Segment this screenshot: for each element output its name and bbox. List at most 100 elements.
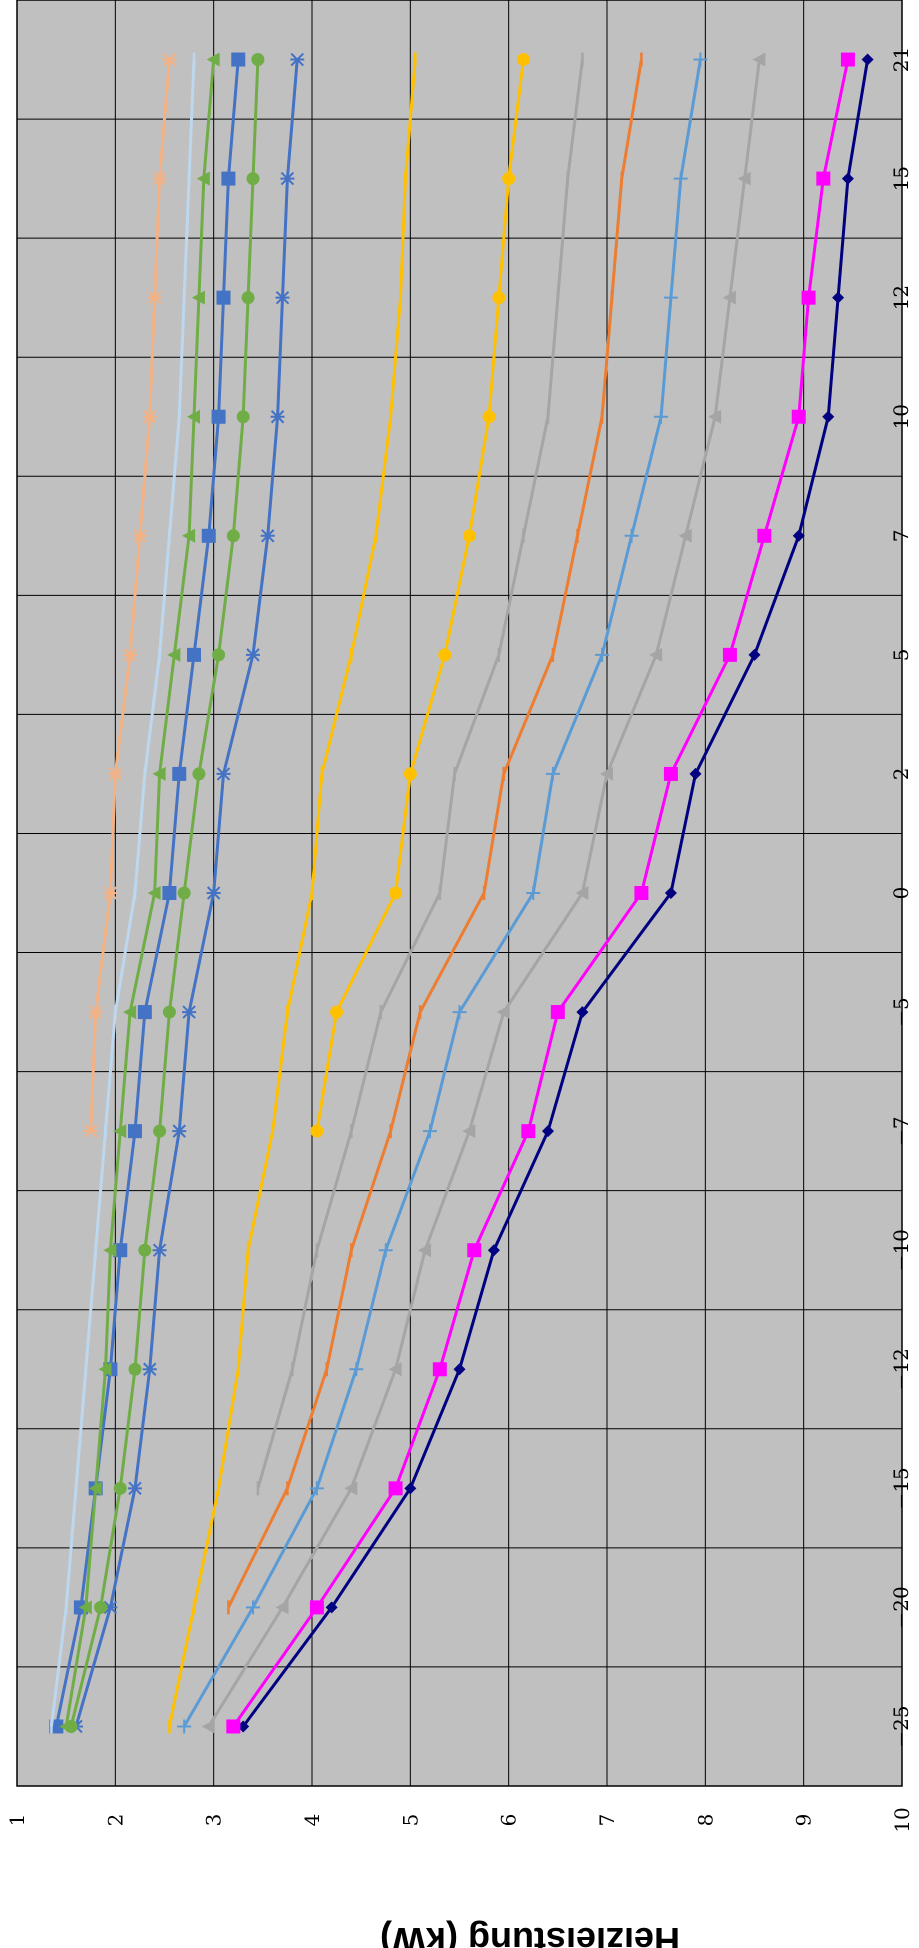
- data-point: [462, 1124, 476, 1139]
- data-point: [128, 1124, 142, 1139]
- data-point: [226, 1719, 241, 1734]
- data-point: [310, 1124, 324, 1138]
- data-point: [423, 1124, 437, 1139]
- data-point: [349, 1362, 364, 1377]
- data-point: [187, 409, 200, 424]
- y-tick-label: 5: [398, 1814, 422, 1827]
- data-point: [722, 290, 736, 305]
- data-point: [172, 766, 187, 781]
- series-4: [227, 52, 643, 1615]
- data-point: [152, 1243, 167, 1257]
- data-point: [201, 528, 216, 543]
- data-point: [801, 290, 816, 305]
- data-point: [275, 290, 290, 305]
- data-point: [177, 886, 191, 900]
- series-1: [226, 52, 855, 1734]
- data-point: [88, 1005, 103, 1019]
- data-point: [123, 1005, 137, 1020]
- data-point: [487, 1244, 500, 1257]
- data-point: [206, 52, 220, 67]
- data-point: [137, 1005, 152, 1020]
- series-7: [167, 52, 417, 1734]
- data-point: [221, 171, 236, 186]
- data-point: [270, 410, 285, 424]
- y-tick-label: 6: [497, 1814, 521, 1827]
- data-point: [545, 766, 560, 781]
- data-point: [172, 1124, 187, 1138]
- x-tick-label: −7: [889, 1116, 913, 1145]
- y-tick-label: 7: [595, 1814, 619, 1827]
- data-point: [752, 52, 766, 67]
- data-point: [840, 52, 855, 67]
- data-point: [624, 528, 639, 543]
- x-tick-label: −12: [889, 1348, 913, 1390]
- data-point: [453, 1363, 466, 1376]
- data-point: [344, 1481, 358, 1496]
- x-tick-label: −5: [889, 997, 913, 1026]
- data-point: [132, 529, 147, 543]
- data-point: [201, 1719, 215, 1734]
- data-point: [438, 648, 452, 662]
- data-point: [152, 171, 167, 186]
- data-point: [113, 1243, 128, 1258]
- x-tick-label: 7: [889, 529, 913, 542]
- y-tick-label: 2: [103, 1814, 127, 1827]
- data-point: [737, 171, 751, 186]
- data-point: [192, 767, 206, 781]
- x-tick-label: 12: [889, 285, 913, 310]
- series-line: [315, 59, 525, 1132]
- data-point: [678, 528, 692, 543]
- x-tick-label: −10: [889, 1229, 913, 1271]
- data-point: [177, 1719, 192, 1734]
- series-11: [59, 52, 220, 1734]
- data-point: [673, 171, 688, 186]
- data-point: [516, 53, 530, 67]
- data-point: [108, 767, 123, 781]
- x-tick-label: 5: [889, 648, 913, 661]
- data-point: [153, 1124, 167, 1138]
- x-tick-label: 15: [889, 166, 913, 191]
- data-point: [246, 172, 260, 186]
- y-tick-label: 3: [202, 1814, 226, 1827]
- data-point: [526, 886, 541, 900]
- series-5: [256, 52, 584, 1496]
- data-point: [128, 1362, 142, 1376]
- data-point: [191, 290, 205, 305]
- data-point: [113, 1124, 127, 1139]
- data-point: [388, 1362, 402, 1377]
- data-point: [634, 886, 649, 900]
- data-point: [492, 291, 506, 305]
- data-point: [708, 409, 722, 424]
- data-point: [142, 410, 157, 424]
- data-point: [452, 1005, 467, 1020]
- y-tick-label: 10: [890, 1807, 914, 1832]
- data-point: [162, 52, 177, 67]
- data-point: [832, 291, 845, 304]
- data-point: [467, 1243, 482, 1258]
- gridlines: [16, 0, 903, 1787]
- series-6: [310, 53, 530, 1138]
- data-point: [206, 886, 221, 900]
- data-point: [88, 1481, 102, 1496]
- series-line: [89, 59, 171, 1132]
- data-point: [251, 53, 265, 67]
- data-point: [462, 529, 476, 543]
- data-point: [196, 171, 210, 186]
- data-point: [216, 767, 231, 781]
- data-point: [664, 887, 677, 899]
- data-point: [722, 647, 737, 662]
- y-tick-label: 8: [693, 1814, 717, 1827]
- data-point: [138, 1243, 152, 1257]
- data-point: [147, 886, 161, 900]
- data-point: [98, 1362, 112, 1377]
- data-point: [83, 1124, 98, 1138]
- y-axis-tick-labels: 1 2 3 4 5 6 7 8 9 10: [5, 1807, 914, 1832]
- y-tick-label: 9: [792, 1814, 816, 1827]
- series-line: [227, 59, 643, 1609]
- data-point: [103, 886, 118, 900]
- data-point: [432, 1362, 447, 1377]
- data-point: [325, 1601, 338, 1614]
- data-point: [861, 53, 874, 66]
- series-lines: [49, 52, 874, 1734]
- x-tick-label: 21: [889, 47, 913, 72]
